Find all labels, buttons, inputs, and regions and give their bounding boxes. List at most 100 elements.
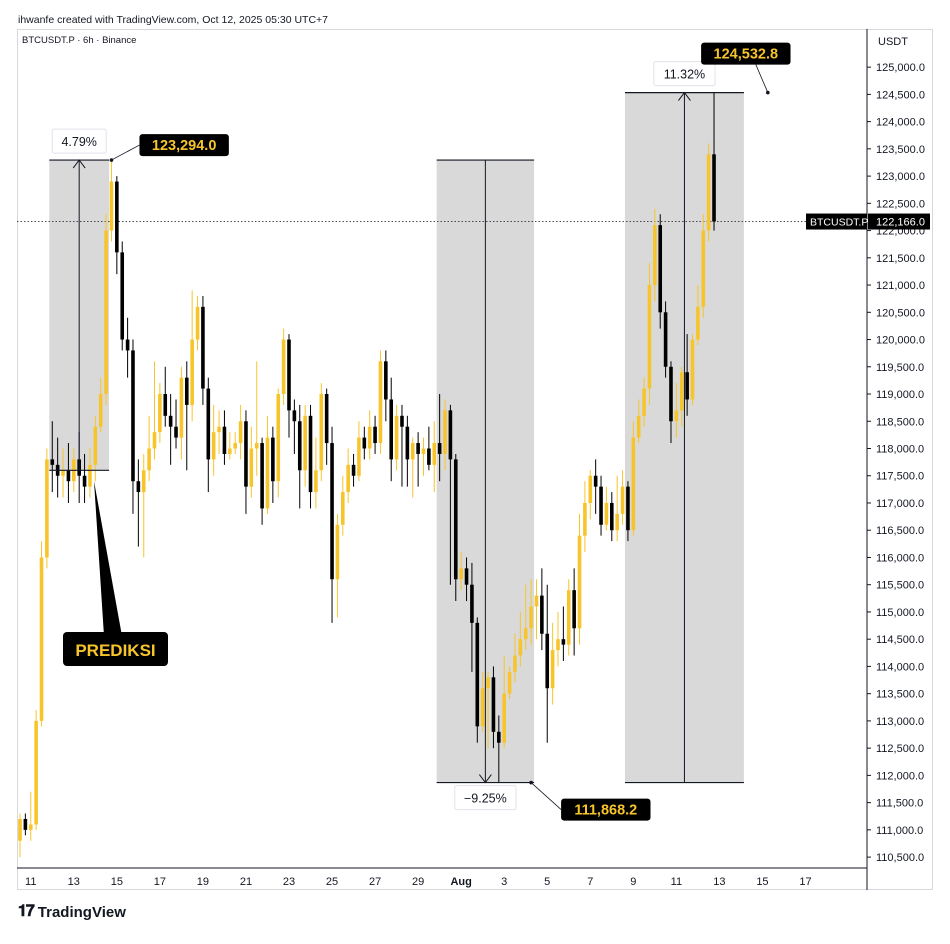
candle: [260, 437, 264, 525]
symbol-legend[interactable]: BTCUSDT.P · 6h · Binance: [22, 35, 137, 46]
time-tick-label: 17: [799, 876, 811, 888]
current-price-text: 122,166.0: [876, 217, 925, 229]
candle-body: [281, 339, 286, 395]
candle: [217, 410, 221, 454]
candle-body: [658, 225, 663, 313]
candle-body: [341, 492, 345, 525]
time-tick-label: 13: [68, 876, 80, 888]
candle-body: [480, 688, 485, 727]
prediksi-annotation: PREDIKSI: [63, 481, 168, 666]
candle-body: [394, 415, 399, 460]
candle-body: [131, 350, 135, 482]
candle-body: [357, 437, 361, 476]
candle: [620, 470, 625, 525]
candle: [647, 263, 652, 405]
candle-body: [534, 595, 539, 607]
measurement-arrows: 4.79% −9.25% 11.32%: [49, 61, 744, 811]
candle-body: [152, 432, 157, 449]
price-tick-label: 120,000.0: [876, 335, 925, 347]
candle: [292, 399, 297, 454]
candle: [475, 617, 480, 743]
candle-body: [513, 655, 517, 672]
current-symbol-tag: [806, 213, 867, 230]
time-tick-label: Aug: [450, 876, 471, 888]
candle: [287, 334, 291, 438]
price-callout-box: [701, 42, 791, 65]
price-axis[interactable]: 110,500.0 111,000.0 111,500.0 112,000.0 112,…: [867, 62, 925, 864]
candle: [357, 421, 361, 482]
candle-body: [125, 339, 130, 351]
candle-body: [18, 818, 22, 841]
candle: [626, 481, 630, 542]
candle-body: [324, 394, 329, 444]
candle-body: [314, 470, 318, 493]
candle-body: [158, 394, 162, 433]
candle-body: [45, 459, 49, 558]
candle: [271, 426, 275, 503]
candle-body: [195, 306, 200, 340]
price-tick-label: 113,000.0: [876, 716, 924, 728]
candle-body: [384, 361, 388, 400]
candle: [201, 295, 205, 405]
candle: [453, 453, 458, 602]
candle-body: [292, 410, 297, 422]
candle-body: [523, 628, 528, 640]
candle: [341, 475, 345, 536]
candle: [324, 388, 329, 465]
candle: [28, 791, 33, 841]
candle-body: [228, 448, 232, 454]
annotation-text: PREDIKSI: [75, 641, 155, 660]
candle: [174, 399, 178, 449]
candle-body: [540, 595, 544, 634]
price-tick-label: 116,000.0: [876, 552, 924, 564]
price-tick-label: 112,000.0: [876, 770, 924, 782]
time-tick-label: 23: [283, 876, 295, 888]
candle-body: [254, 443, 259, 449]
candle-body: [238, 421, 243, 444]
tradingview-logo-icon: 𝟏𝟕: [18, 903, 35, 920]
candle: [706, 143, 711, 242]
candle: [98, 377, 103, 433]
time-tick-label: 13: [713, 876, 725, 888]
candle: [690, 334, 695, 405]
candle-body: [276, 394, 281, 482]
price-tick-label: 124,500.0: [876, 89, 925, 101]
candle-body: [459, 568, 463, 580]
price-tick-label: 123,000.0: [876, 171, 925, 183]
tradingview-logo[interactable]: 𝟏𝟕 TradingView: [18, 902, 126, 922]
candle: [480, 671, 485, 732]
candle-body: [319, 394, 324, 471]
candle: [658, 214, 663, 329]
chart-credit: ihwanfe created with TradingView.com, Oc…: [18, 14, 329, 26]
price-tick-label: 118,000.0: [876, 444, 924, 456]
candle: [405, 415, 410, 487]
time-axis[interactable]: 11 13 15 17 19 21 23 25 27 29 Aug 3 5 7 9 11 13 15 17: [25, 876, 812, 888]
candle-body: [453, 459, 458, 580]
candle: [443, 399, 447, 471]
time-tick-label: 29: [412, 876, 424, 888]
candle: [61, 448, 65, 498]
price-tick-label: 125,000.0: [876, 62, 925, 74]
callout-leader: [530, 782, 562, 810]
price-tick-label: 111,500.0: [876, 798, 923, 810]
price-callout-label: 111,868.2: [574, 803, 637, 819]
measurement-percent-label: 4.79%: [61, 135, 96, 149]
time-tick-label: 27: [369, 876, 381, 888]
candle: [464, 557, 469, 602]
candle-body: [679, 372, 684, 411]
candle: [50, 421, 55, 493]
candle-body: [93, 426, 98, 465]
candle: [674, 383, 679, 438]
tradingview-logo-text: TradingView: [37, 903, 126, 921]
candle: [556, 611, 560, 667]
candle-body: [120, 252, 125, 340]
price-tick-label: 119,000.0: [876, 389, 924, 401]
candle-body: [287, 339, 291, 411]
measurement-arrow-head: [478, 774, 492, 784]
candle-body: [421, 448, 426, 454]
measurement-arrow-head: [678, 91, 691, 101]
candle-body: [620, 486, 625, 514]
candle: [550, 622, 555, 705]
candle: [572, 568, 576, 656]
